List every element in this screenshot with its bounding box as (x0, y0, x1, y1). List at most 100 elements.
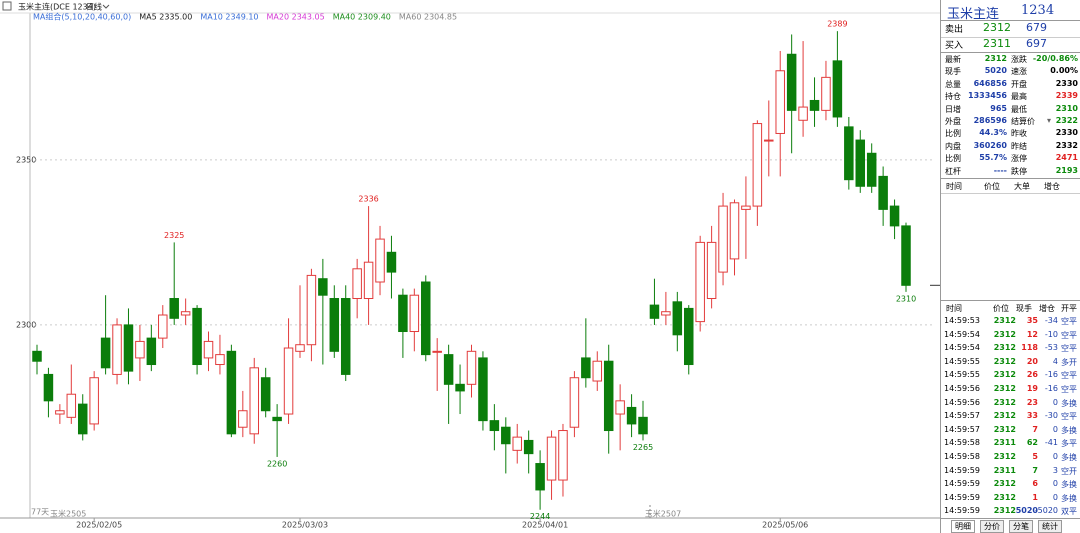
stat-value: -20/0.86% (1032, 54, 1078, 63)
candle-body (306, 274, 317, 346)
candle-body (752, 123, 763, 207)
candle-body (203, 340, 214, 359)
period-dropdown[interactable] (102, 4, 110, 9)
tick-volume: 1 (1032, 492, 1038, 502)
tick-oi: 0 (1052, 424, 1058, 434)
low-label: 2310 (896, 294, 916, 303)
tab[interactable]: 明细 (951, 520, 975, 533)
tick-time: 14:59:59 (944, 465, 980, 475)
kline-chart: 玉米主连(DCE 1234) 日线 MA组合(5,10,20,40,60,0) M… (0, 1, 940, 530)
candle-body (466, 350, 477, 385)
tick-oi: -34 (1044, 316, 1058, 325)
candle-body (489, 420, 500, 432)
candle-body (592, 360, 603, 382)
stat-label: 杠杆 (945, 166, 961, 176)
tick-price: 2312 (993, 452, 1016, 461)
stat-label: 开盘 (1011, 79, 1027, 89)
stat-value: 0.00% (1050, 66, 1078, 76)
tick-oi: -30 (1044, 411, 1058, 421)
ma-legend: MA20 2343.05 (267, 13, 325, 22)
contract-label: 玉米2507 (645, 509, 681, 519)
candle-body (649, 304, 660, 319)
stat-value: 2330 (1055, 78, 1078, 88)
candle-body (398, 294, 408, 333)
candle-body (260, 377, 271, 412)
stat-value: 286596 (973, 116, 1007, 125)
tick-type: 空开 (1061, 466, 1077, 476)
tick-header: 增仓 (1039, 304, 1055, 313)
tick-oi: 0 (1052, 397, 1058, 407)
candle-body (706, 241, 717, 300)
tick-time: 14:59:56 (944, 384, 980, 393)
ma-legend: MA10 2349.10 (200, 13, 258, 22)
tick-price: 2312 (993, 343, 1016, 353)
bid-price: 2311 (983, 37, 1011, 50)
stat-label: 速涨 (1011, 67, 1027, 77)
candle-body (135, 340, 145, 359)
candle-body (77, 403, 88, 435)
tick-volume: 7 (1032, 465, 1038, 475)
tick-type: 多开 (1061, 357, 1077, 367)
tick-oi: -16 (1044, 384, 1058, 393)
stat-label: 结算价 (1011, 117, 1035, 126)
tick-time: 14:59:57 (944, 424, 980, 434)
x-tick-label: 2025/02/05 (76, 521, 122, 530)
candle-body (775, 70, 785, 134)
tick-volume: 118 (1021, 343, 1038, 353)
candle-body (432, 350, 442, 353)
candle-body (340, 298, 351, 375)
tick-type: 双平 (1061, 507, 1077, 517)
settle-dropdown[interactable]: ▾ (1047, 116, 1052, 125)
candle-body (546, 436, 557, 481)
candle-body (386, 251, 397, 273)
tick-volume: 6 (1032, 479, 1038, 489)
contract-label: 77天 (31, 508, 49, 517)
candle-body (786, 53, 797, 111)
tick-price: 2312 (993, 384, 1016, 393)
stat-value: 2310 (1055, 103, 1078, 113)
indicator-title: MA组合(5,10,20,40,60,0) (33, 12, 131, 22)
low-label: 2260 (267, 459, 287, 468)
tab[interactable]: 分价 (980, 520, 1004, 533)
candle-body (238, 410, 248, 428)
stat-label: 外盘 (945, 117, 961, 126)
stat-label: 涨停 (1011, 154, 1027, 164)
tick-type: 多换 (1061, 398, 1077, 408)
candle-body (375, 238, 385, 283)
candle-body (569, 377, 580, 428)
menu-icon[interactable] (2, 1, 12, 11)
bid-volume: 697 (1026, 37, 1047, 50)
candle-body (249, 367, 259, 435)
stat-label: 最低 (1011, 104, 1027, 114)
low-label: 2265 (633, 443, 653, 452)
candle-body (329, 298, 340, 352)
candle-body (866, 152, 877, 187)
candle-body (626, 406, 637, 425)
stat-value: 1333456 (968, 91, 1007, 101)
candle-body (215, 354, 225, 366)
tick-type: 空平 (1061, 344, 1077, 354)
tick-header: 开平 (1061, 304, 1077, 313)
tab[interactable]: 分笔 (1009, 520, 1033, 533)
tick-type: 多换 (1061, 453, 1077, 462)
big-order-header: 时间 (946, 182, 962, 191)
high-label: 2325 (164, 231, 184, 240)
tick-time: 14:59:59 (944, 506, 980, 516)
tick-type: 多换 (1061, 425, 1077, 435)
tick-price: 2312 (993, 479, 1016, 489)
stat-value: 360260 (973, 140, 1007, 150)
sep (941, 52, 1080, 53)
tick-price: 2312 (993, 356, 1016, 366)
tick-oi: 0 (1052, 479, 1058, 489)
title: 玉米主连 (947, 7, 1000, 22)
bid-label: 买入 (945, 41, 964, 51)
candle-body (523, 439, 534, 455)
candle-body (889, 205, 900, 227)
tick-time: 14:59:53 (944, 316, 980, 325)
tab[interactable]: 统计 (1038, 520, 1062, 533)
tick-time: 14:59:54 (944, 329, 980, 339)
tick-oi: -41 (1044, 438, 1058, 448)
candle-body (684, 307, 694, 366)
candle-body (695, 241, 705, 323)
period[interactable]: 日线 (86, 2, 102, 12)
